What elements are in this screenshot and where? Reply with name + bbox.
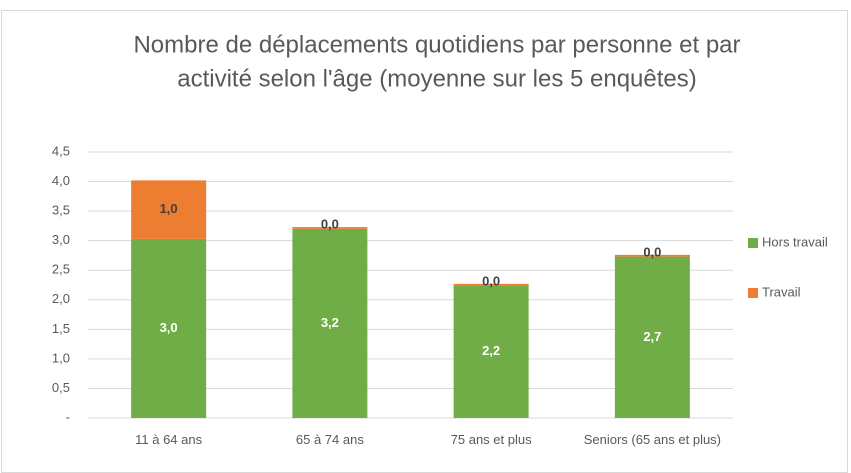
data-label: 2,7 — [643, 329, 661, 344]
y-tick-label: 4,0 — [52, 173, 70, 188]
y-tick-label: 1,5 — [52, 321, 70, 336]
x-tick-label: Seniors (65 ans et plus) — [583, 432, 722, 447]
data-label: 3,2 — [321, 315, 339, 330]
y-tick-label: 3,5 — [52, 203, 70, 218]
data-label: 1,0 — [160, 201, 178, 216]
y-tick-label: 4,5 — [52, 143, 70, 158]
x-tick-label: 75 ans et plus — [450, 432, 532, 447]
bar-segment — [614, 254, 690, 257]
bar-segment — [292, 227, 368, 229]
x-tick-label: 65 à 74 ans — [295, 432, 364, 447]
chart-title: activité selon l'âge (moyenne sur les 5 … — [177, 65, 697, 92]
legend-swatch — [748, 238, 758, 248]
x-tick-label: 11 à 64 ans — [135, 432, 203, 447]
y-tick-label: 0,5 — [52, 380, 70, 395]
y-tick-label: 1,0 — [52, 350, 70, 365]
data-label: 2,2 — [482, 343, 500, 358]
bar-segment — [292, 228, 368, 418]
data-label: 0,0 — [643, 244, 661, 259]
legend-swatch — [748, 288, 758, 298]
legend-label: Travail — [762, 284, 801, 299]
data-label: 3,0 — [160, 320, 178, 335]
bar-segment — [453, 283, 529, 286]
y-tick-label: 2,5 — [52, 262, 70, 277]
y-tick-label: 3,0 — [52, 232, 70, 247]
chart-title: Nombre de déplacements quotidiens par pe… — [133, 31, 740, 58]
y-tick-label: 2,0 — [52, 291, 70, 306]
y-tick-label: - — [66, 409, 70, 424]
bar-segment — [453, 285, 529, 418]
data-label: 0,0 — [482, 273, 500, 288]
legend-label: Hors travail — [762, 234, 828, 249]
bar-segment — [131, 180, 207, 239]
bar-segment — [614, 256, 690, 418]
bar-segment — [131, 238, 207, 418]
data-label: 0,0 — [321, 217, 339, 232]
